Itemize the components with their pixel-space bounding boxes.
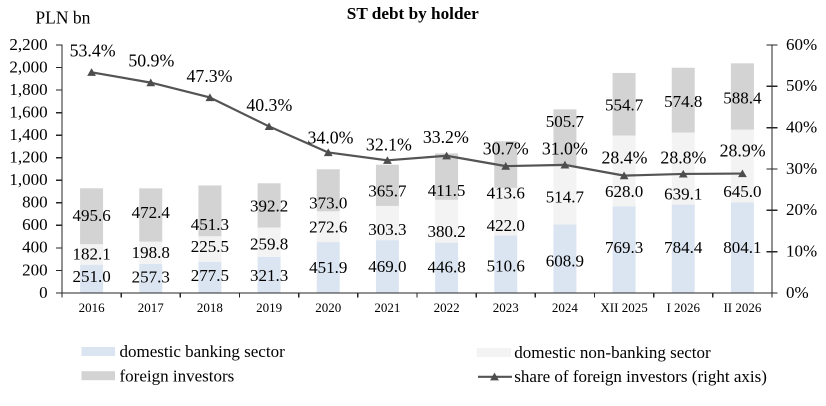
svg-text:domestic banking sector: domestic banking sector	[120, 342, 286, 361]
svg-text:1,200: 1,200	[9, 148, 47, 167]
svg-text:588.4: 588.4	[723, 89, 762, 108]
svg-text:784.4: 784.4	[664, 238, 703, 257]
svg-text:422.0: 422.0	[487, 216, 525, 235]
svg-text:30%: 30%	[786, 159, 817, 178]
svg-text:40.3%: 40.3%	[246, 95, 292, 115]
svg-text:628.0: 628.0	[605, 182, 643, 201]
svg-text:251.0: 251.0	[72, 267, 110, 286]
svg-text:20%: 20%	[786, 200, 817, 219]
svg-text:2024: 2024	[552, 300, 579, 315]
svg-text:2020: 2020	[315, 300, 341, 315]
svg-text:0: 0	[39, 283, 48, 302]
svg-text:400: 400	[22, 238, 48, 257]
svg-text:769.3: 769.3	[605, 238, 643, 257]
svg-text:472.4: 472.4	[132, 203, 171, 222]
svg-text:28.9%: 28.9%	[720, 141, 766, 161]
svg-text:469.0: 469.0	[368, 257, 406, 276]
svg-text:495.6: 495.6	[72, 206, 110, 225]
svg-text:608.9: 608.9	[546, 252, 584, 271]
svg-text:28.4%: 28.4%	[602, 148, 648, 168]
svg-text:446.8: 446.8	[427, 258, 465, 277]
svg-text:ST debt by holder: ST debt by holder	[347, 4, 479, 23]
svg-text:40%: 40%	[786, 117, 817, 136]
svg-text:2019: 2019	[256, 300, 282, 315]
svg-text:259.8: 259.8	[250, 235, 288, 254]
svg-text:1,400: 1,400	[9, 125, 47, 144]
svg-text:365.7: 365.7	[368, 182, 407, 201]
svg-text:2023: 2023	[493, 300, 519, 315]
svg-text:47.3%: 47.3%	[187, 66, 233, 86]
svg-text:600: 600	[22, 215, 48, 234]
svg-text:domestic non-banking sector: domestic non-banking sector	[514, 343, 711, 362]
svg-text:10%: 10%	[786, 241, 817, 260]
svg-text:200: 200	[22, 260, 48, 279]
svg-text:373.0: 373.0	[309, 194, 347, 213]
svg-text:411.5: 411.5	[428, 181, 466, 200]
svg-text:804.1: 804.1	[723, 238, 761, 257]
svg-text:34.0%: 34.0%	[308, 127, 354, 147]
svg-text:505.7: 505.7	[546, 112, 585, 131]
svg-text:645.0: 645.0	[723, 182, 761, 201]
svg-text:257.3: 257.3	[132, 267, 170, 286]
svg-text:1,800: 1,800	[9, 80, 47, 99]
svg-text:I 2026: I 2026	[666, 300, 700, 315]
svg-text:53.4%: 53.4%	[70, 41, 116, 61]
svg-text:225.5: 225.5	[191, 237, 229, 256]
svg-text:PLN bn: PLN bn	[35, 8, 90, 28]
svg-text:50%: 50%	[786, 76, 817, 95]
svg-text:31.0%: 31.0%	[542, 139, 588, 159]
svg-text:451.9: 451.9	[309, 258, 347, 277]
svg-text:2022: 2022	[434, 300, 460, 315]
svg-text:1,000: 1,000	[9, 170, 47, 189]
svg-text:277.5: 277.5	[191, 266, 229, 285]
svg-text:2021: 2021	[374, 300, 400, 315]
svg-text:639.1: 639.1	[664, 184, 702, 203]
svg-text:28.8%: 28.8%	[660, 148, 706, 168]
svg-text:800: 800	[22, 193, 48, 212]
svg-text:272.6: 272.6	[309, 218, 347, 237]
svg-text:1,600: 1,600	[9, 102, 47, 121]
svg-text:392.2: 392.2	[250, 197, 288, 216]
svg-text:413.6: 413.6	[487, 183, 525, 202]
svg-text:II 2026: II 2026	[723, 300, 761, 315]
svg-text:foreign investors: foreign investors	[120, 366, 235, 385]
svg-text:2017: 2017	[138, 300, 165, 315]
svg-text:2,200: 2,200	[9, 35, 47, 54]
svg-text:514.7: 514.7	[546, 188, 585, 207]
svg-text:554.7: 554.7	[605, 95, 644, 114]
svg-text:2016: 2016	[79, 300, 106, 315]
svg-text:380.2: 380.2	[427, 222, 465, 241]
svg-text:30.7%: 30.7%	[483, 139, 529, 159]
svg-text:574.8: 574.8	[664, 92, 702, 111]
svg-text:33.2%: 33.2%	[423, 127, 469, 147]
svg-text:321.3: 321.3	[250, 266, 288, 285]
svg-text:182.1: 182.1	[72, 244, 110, 263]
svg-text:50.9%: 50.9%	[128, 51, 174, 71]
svg-text:60%: 60%	[786, 35, 817, 54]
svg-text:303.3: 303.3	[368, 220, 406, 239]
svg-text:XII 2025: XII 2025	[600, 300, 647, 315]
svg-text:32.1%: 32.1%	[366, 134, 412, 154]
svg-text:198.8: 198.8	[132, 243, 170, 262]
svg-text:2018: 2018	[197, 300, 223, 315]
svg-text:2,000: 2,000	[9, 57, 47, 76]
svg-text:share of foreign investors (ri: share of foreign investors (right axis)	[514, 367, 767, 386]
svg-text:0%: 0%	[786, 283, 809, 302]
svg-text:451.3: 451.3	[191, 215, 229, 234]
svg-text:510.6: 510.6	[487, 256, 525, 275]
